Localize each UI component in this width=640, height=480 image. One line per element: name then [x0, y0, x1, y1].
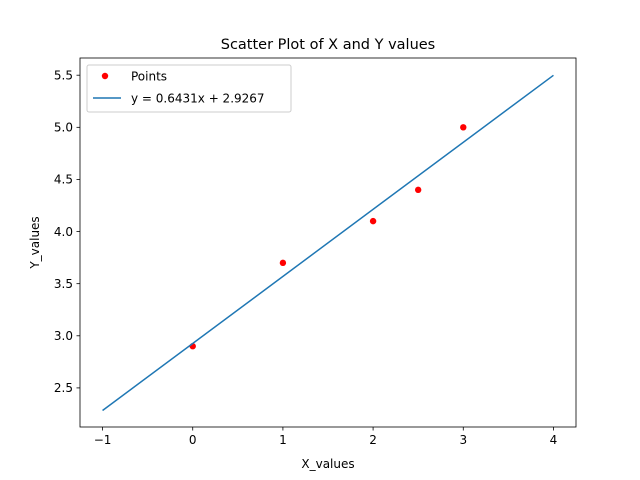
axes-frame [79, 57, 577, 428]
x-axis-label: X_values [301, 457, 354, 471]
x-tick-label: 3 [459, 433, 467, 447]
scatter-point [369, 217, 377, 225]
scatter-points [189, 124, 467, 350]
scatter-point [414, 186, 422, 194]
x-tick-label: 2 [369, 433, 377, 447]
legend-label-fit-line: y = 0.6431x + 2.9267 [131, 92, 265, 106]
y-tick-label: 5.0 [54, 121, 73, 135]
plot-area [102, 74, 554, 412]
legend-box [86, 64, 292, 113]
regression-line [102, 74, 554, 412]
y-tick-label: 3.0 [54, 329, 73, 343]
y-axis-ticks: 2.5 3.0 3.5 4.0 4.5 5.0 5.5 [54, 68, 80, 395]
y-tick-label: 3.5 [54, 277, 73, 291]
x-axis-ticks: −1 0 1 2 3 4 [94, 427, 558, 447]
legend-marker-points [101, 72, 109, 80]
x-tick-label: 1 [279, 433, 287, 447]
y-tick-label: 2.5 [54, 381, 73, 395]
y-axis-label: Y_values [28, 216, 42, 269]
legend-label-points: Points [131, 70, 167, 84]
y-tick-label: 5.5 [54, 68, 73, 82]
legend: Points y = 0.6431x + 2.9267 [86, 64, 292, 113]
y-tick-label: 4.0 [54, 225, 73, 239]
chart-title: Scatter Plot of X and Y values [221, 37, 436, 53]
x-tick-label: −1 [94, 433, 112, 447]
x-tick-label: 0 [189, 433, 197, 447]
scatter-point [460, 124, 467, 131]
x-tick-label: 4 [550, 433, 558, 447]
scatter-point [279, 259, 287, 267]
y-tick-label: 4.5 [54, 173, 73, 187]
